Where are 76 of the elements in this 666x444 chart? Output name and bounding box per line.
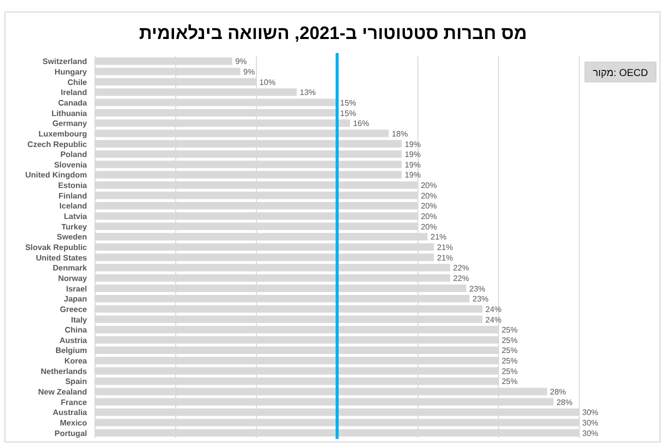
data-label: 19%	[404, 170, 421, 180]
y-tick-label: Czech Republic	[27, 140, 88, 149]
y-tick-label: Norway	[58, 274, 88, 283]
data-label: 28%	[550, 388, 566, 397]
y-tick-label: Spain	[65, 377, 88, 386]
data-label: 30%	[582, 418, 598, 428]
data-label: 15%	[340, 98, 356, 108]
y-tick-label: Lithuania	[51, 108, 88, 118]
data-label: 20%	[420, 212, 437, 222]
data-label: 20%	[420, 202, 437, 211]
data-label: 9%	[235, 57, 247, 66]
y-tick-label: Hungary	[54, 67, 88, 76]
chart-title: מס חברות סטטוטורי ב-2021, השוואה בינלאומית	[139, 23, 527, 43]
data-label: 25%	[502, 377, 518, 386]
data-label: 10%	[259, 78, 276, 87]
y-tick-label: China	[64, 326, 88, 335]
data-label: 30%	[582, 428, 598, 438]
data-label: 16%	[353, 119, 370, 128]
data-label: 20%	[420, 191, 437, 200]
y-tick-label: Japan	[64, 294, 88, 304]
data-label: 21%	[437, 253, 454, 262]
data-label: 30%	[582, 408, 598, 418]
y-tick-label: Poland	[60, 150, 88, 160]
data-label: 18%	[392, 129, 408, 138]
data-label: 20%	[420, 181, 437, 190]
data-label: 23%	[469, 284, 486, 294]
y-tick-label: Austria	[59, 336, 88, 345]
data-label: 19%	[404, 160, 421, 170]
data-label: 9%	[243, 67, 255, 76]
y-tick-label: Israel	[66, 284, 87, 294]
y-tick-label: Greece	[60, 304, 88, 314]
y-tick-label: Iceland	[59, 202, 88, 211]
y-tick-label: Portugal	[54, 428, 87, 438]
data-label: 25%	[502, 326, 518, 335]
y-tick-label: Luxembourg	[38, 129, 88, 138]
data-label: 23%	[472, 294, 489, 304]
y-tick-label: Switzerland	[42, 57, 88, 66]
data-label: 24%	[485, 304, 502, 314]
data-label: 25%	[502, 336, 518, 345]
y-tick-label: Mexico	[60, 418, 88, 428]
y-tick-label: Netherlands	[40, 366, 88, 376]
y-tick-label: Canada	[58, 98, 88, 108]
data-label: 21%	[430, 232, 447, 242]
data-label: 15%	[340, 108, 356, 118]
data-label: 20%	[420, 222, 437, 232]
data-label: 19%	[404, 150, 421, 160]
y-tick-label: Chile	[67, 78, 88, 87]
data-label: 24%	[485, 315, 502, 324]
y-tick-label: United States	[36, 253, 88, 262]
y-tick-label: Korea	[64, 356, 88, 366]
y-tick-label: Turkey	[61, 222, 88, 232]
data-label: 19%	[404, 140, 421, 149]
y-tick-label: France	[60, 398, 88, 407]
data-label: 13%	[300, 88, 316, 98]
data-label: 22%	[453, 264, 470, 273]
y-tick-label: Belgium	[55, 346, 87, 356]
y-tick-label: Finland	[58, 191, 88, 200]
y-tick-label: Slovenia	[54, 160, 88, 170]
y-tick-label: Australia	[52, 408, 88, 418]
y-tick-label: Italy	[70, 315, 88, 324]
annotation: מקור: OECD	[592, 68, 648, 79]
data-label: 22%	[453, 274, 470, 283]
data-label: 25%	[502, 356, 518, 366]
y-tick-label: Slovak Republic	[25, 243, 88, 252]
y-tick-label: Denmark	[52, 264, 88, 273]
y-tick-label: Sweden	[56, 232, 88, 242]
y-tick-label: Latvia	[64, 212, 88, 222]
y-tick-label: Germany	[52, 119, 88, 128]
data-label: 25%	[502, 366, 518, 376]
y-tick-label: New Zealand	[38, 388, 88, 397]
y-tick-label: Ireland	[60, 88, 88, 98]
data-label: 21%	[437, 243, 454, 252]
data-label: 28%	[556, 398, 572, 407]
y-tick-label: Estonia	[58, 181, 88, 190]
y-tick-label: United Kingdom	[25, 170, 87, 180]
data-label: 25%	[502, 346, 518, 356]
